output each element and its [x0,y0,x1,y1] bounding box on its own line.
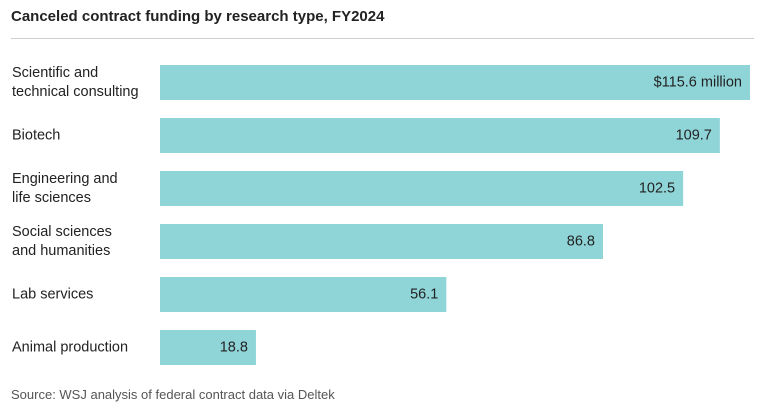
labels-layer: $115.6 million Scientific and technical co… [12,65,742,356]
category-label-line: Animal production [12,340,128,356]
category-label-line: technical consulting [12,84,139,100]
category-label-2: Engineering and life sciences [12,171,118,206]
source-note: Source: WSJ analysis of federal contract… [11,387,335,402]
bars-layer [160,65,750,365]
category-label-4: Lab services [12,287,93,303]
category-label-line: Scientific and [12,65,98,81]
bar-value-label-0: $115.6 million [654,75,742,91]
title-divider [11,38,754,39]
bar-1 [160,118,720,153]
category-label-line: Engineering and [12,171,118,187]
category-label-3: Social sciences and humanities [12,224,112,259]
category-label-1: Biotech [12,128,60,144]
category-label-5: Animal production [12,340,128,356]
bar-3 [160,224,604,259]
bar-5 [160,330,256,365]
category-label-0: Scientific and technical consulting [12,65,139,100]
category-label-line: Biotech [12,128,60,144]
bar-value-label-1: 109.7 [676,128,712,144]
chart-title: Canceled contract funding by research ty… [11,8,385,25]
category-label-line: Lab services [12,287,93,303]
bar-4 [160,277,447,312]
bar-value-label-4: 56.1 [410,287,438,303]
bar-value-label-2: 102.5 [639,181,675,197]
category-label-line: and humanities [12,243,110,259]
bar-value-label-5: 18.8 [220,340,248,356]
bar-0 [160,65,750,100]
category-label-line: Social sciences [12,224,112,240]
bar-2 [160,171,684,206]
category-label-line: life sciences [12,190,91,206]
bar-value-label-3: 86.8 [567,234,595,250]
